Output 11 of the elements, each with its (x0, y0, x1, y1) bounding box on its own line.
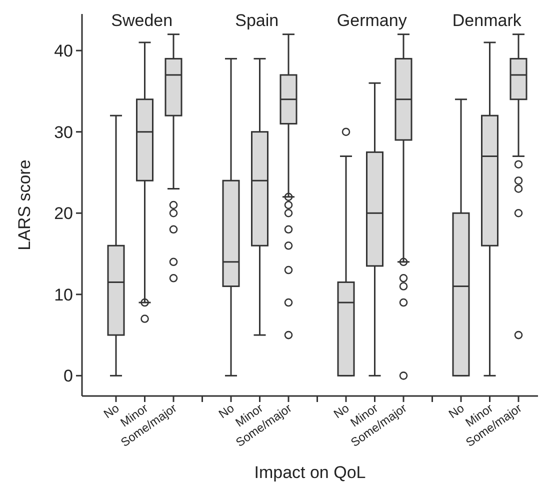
x-axis-title: Impact on QoL (254, 463, 366, 482)
y-tick-label: 20 (54, 204, 73, 224)
y-tick-label: 30 (54, 122, 73, 142)
y-tick-label: 0 (64, 366, 73, 386)
y-tick-label: 10 (54, 285, 73, 304)
y-tick-label: 40 (54, 42, 73, 61)
annotation: Germany (336, 11, 408, 30)
annotation: Denmark (452, 11, 522, 30)
annotation: Spain (235, 11, 279, 30)
y-axis-title: LARS score (15, 160, 34, 250)
annotation: Sweden (111, 11, 173, 30)
